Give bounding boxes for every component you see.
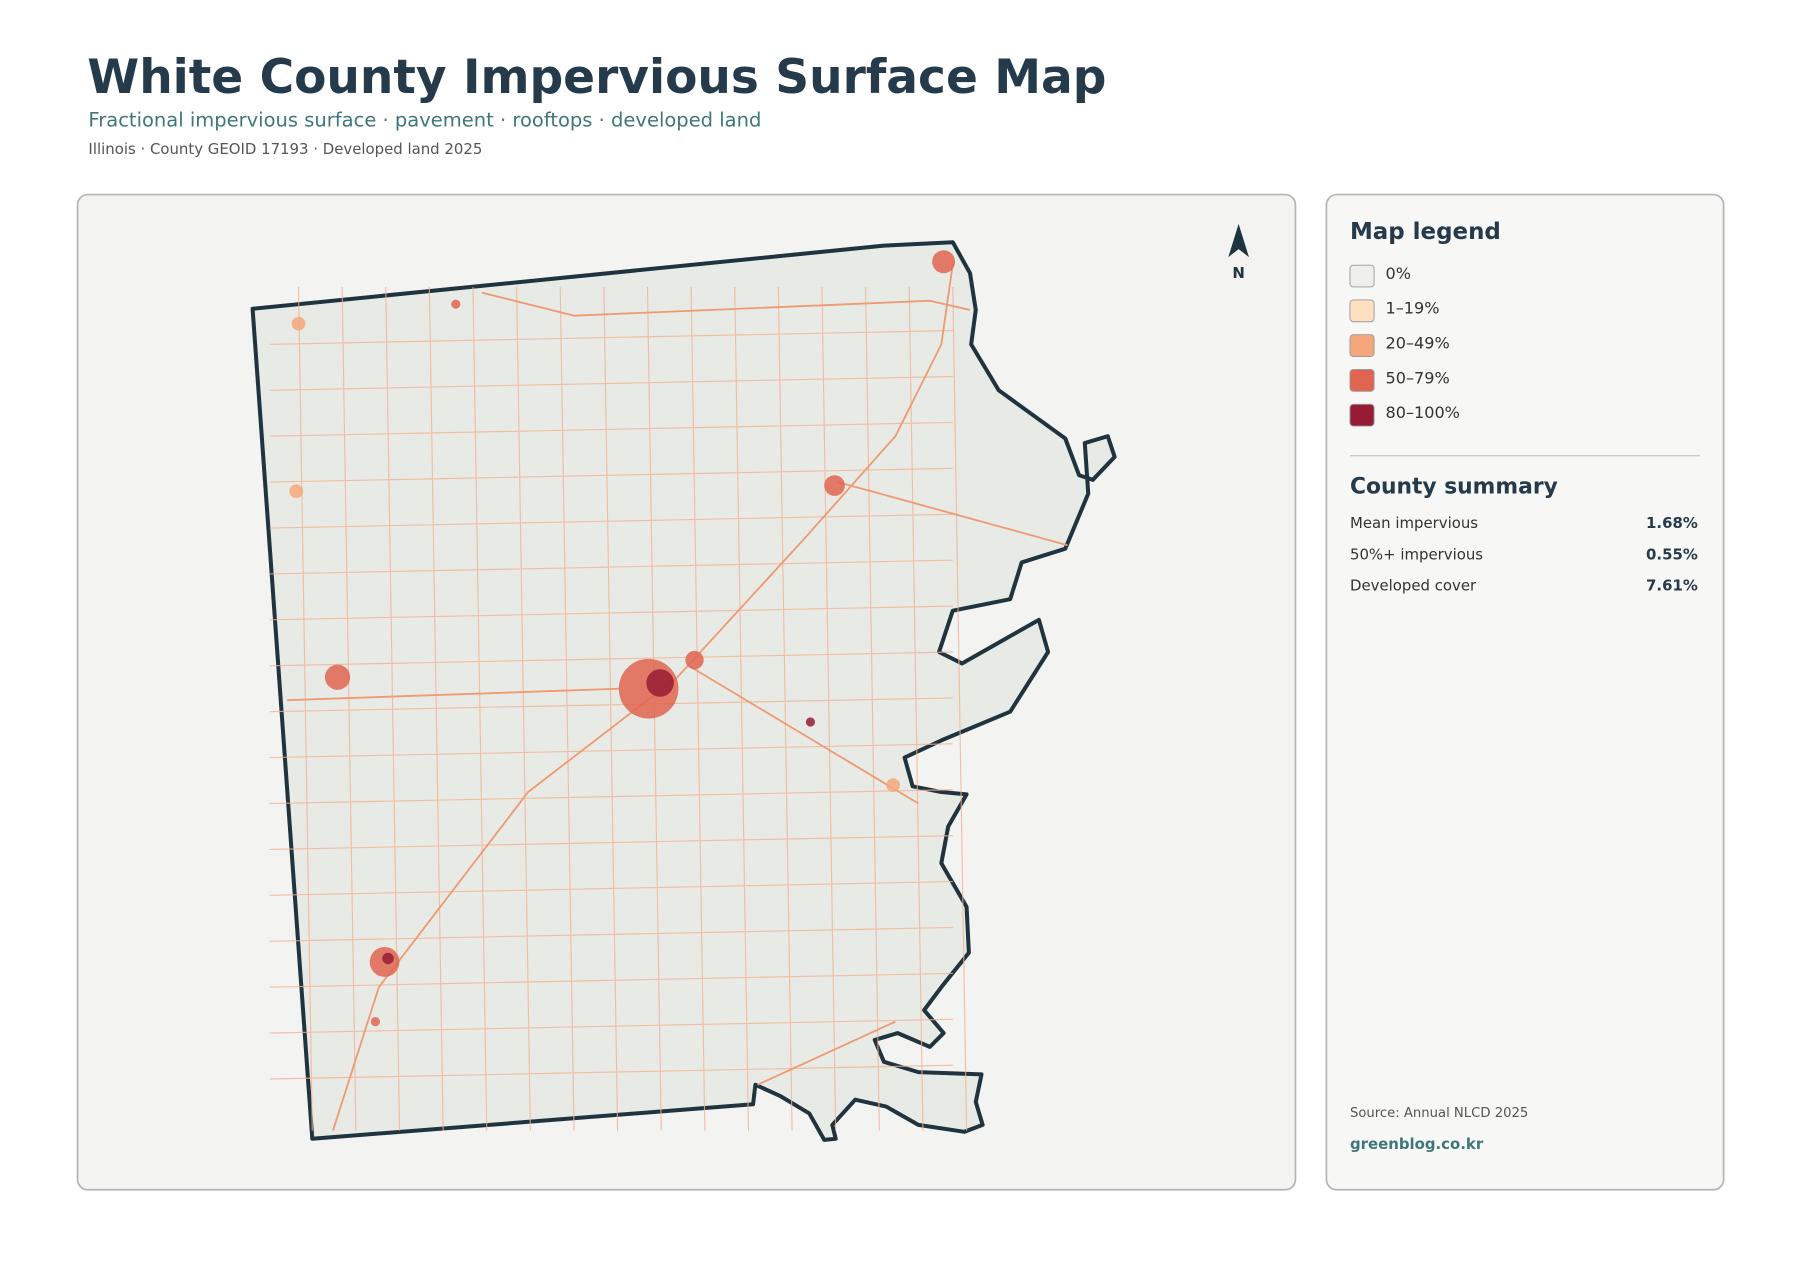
legend-title: Map legend bbox=[1350, 219, 1501, 245]
legend-items: 0% 1–19% 20–49% 50–79% 80–100% bbox=[1349, 264, 1460, 427]
summary-rows: Mean impervious 1.68% 50%+ impervious 0.55%… bbox=[1350, 514, 1698, 595]
source: Source: Annual NLCD 2025 bbox=[1350, 1106, 1528, 1121]
north-label: N bbox=[1232, 264, 1244, 282]
summary-value: 0.55% bbox=[1646, 545, 1698, 563]
legend-panel bbox=[1325, 193, 1725, 1191]
north-arrow: N bbox=[1228, 223, 1249, 282]
summary-label: Mean impervious bbox=[1350, 514, 1478, 532]
summary-label: Developed cover bbox=[1350, 577, 1477, 595]
subtitle: Fractional impervious surface · pavement… bbox=[88, 108, 761, 131]
legend-label: 20–49% bbox=[1386, 333, 1450, 352]
summary-value: 7.61% bbox=[1646, 577, 1698, 595]
legend-swatch bbox=[1349, 264, 1375, 288]
summary-title: County summary bbox=[1350, 475, 1558, 500]
county-map bbox=[250, 240, 1117, 1142]
legend-swatch bbox=[1349, 403, 1375, 427]
legend-label: 50–79% bbox=[1386, 368, 1450, 387]
legend-swatch bbox=[1349, 369, 1375, 392]
title: White County Impervious Surface Map bbox=[87, 50, 1106, 105]
legend-swatch bbox=[1349, 334, 1375, 357]
summary-value: 1.68% bbox=[1646, 514, 1698, 532]
legend-label: 80–100% bbox=[1386, 403, 1460, 422]
legend-label: 1–19% bbox=[1386, 299, 1440, 318]
meta: Illinois · County GEOID 17193 · Develope… bbox=[88, 140, 482, 158]
legend-swatch bbox=[1349, 299, 1375, 323]
summary-label: 50%+ impervious bbox=[1350, 545, 1483, 563]
credit: greenblog.co.kr bbox=[1350, 1135, 1484, 1153]
legend-label: 0% bbox=[1386, 264, 1411, 283]
